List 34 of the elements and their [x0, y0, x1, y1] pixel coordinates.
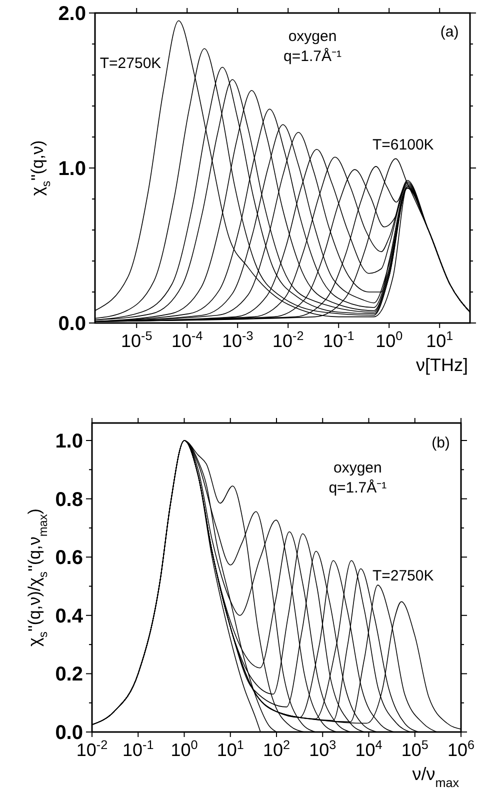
y-tick-label: 0.4	[55, 605, 84, 628]
annotation: (a)	[440, 23, 459, 40]
annotation: (b)	[432, 434, 450, 452]
x-tick-label: 10$^{3}$	[309, 738, 336, 760]
x-tick-label: 10$^{5}$	[401, 738, 428, 760]
x-tick-label: 10$^{-3}$	[222, 329, 254, 351]
x-tick-label: 10$^{1}$	[426, 329, 454, 351]
annotation: oxygen	[333, 459, 382, 476]
y-tick-label: 0.0	[58, 313, 86, 335]
x-tick-label: 10$^{6}$	[447, 738, 475, 760]
y-tick-label: 1.0	[58, 158, 86, 180]
x-tick-label: 10$^{1}$	[216, 738, 244, 760]
x-tick-label: 10$^{-2}$	[272, 329, 304, 351]
x-axis-title: ν/ν$_{max}$	[412, 764, 460, 790]
annotation: T=6100K	[372, 136, 434, 154]
x-tick-label: 10$^{4}$	[355, 738, 382, 760]
annotation: q=1.7Å⁻¹	[328, 478, 387, 497]
x-axis-title: ν[THz]	[416, 355, 468, 375]
x-tick-label: 10$^{2}$	[262, 738, 290, 760]
y-tick-label: 0.8	[55, 488, 83, 511]
y-tick-label: 0.6	[55, 547, 83, 570]
y-tick-label: 1.0	[55, 430, 83, 452]
y-tick-label: 0.2	[55, 664, 83, 686]
y-tick-label: 2.0	[58, 3, 86, 25]
x-tick-label: 10$^{-1}$	[122, 738, 154, 760]
annotation: T=2750K	[100, 54, 162, 72]
x-tick-label: 10$^{-1}$	[322, 329, 354, 351]
annotation: T=2750K	[372, 568, 434, 585]
annotation: oxygen	[288, 28, 337, 45]
annotation: q=1.7Å⁻¹	[284, 47, 342, 66]
x-tick-label: 10$^{0}$	[376, 329, 403, 351]
x-tick-label: 10$^{-5}$	[120, 329, 152, 351]
x-tick-label: 10$^{0}$	[170, 738, 198, 760]
x-tick-label: 10$^{-4}$	[171, 329, 203, 351]
